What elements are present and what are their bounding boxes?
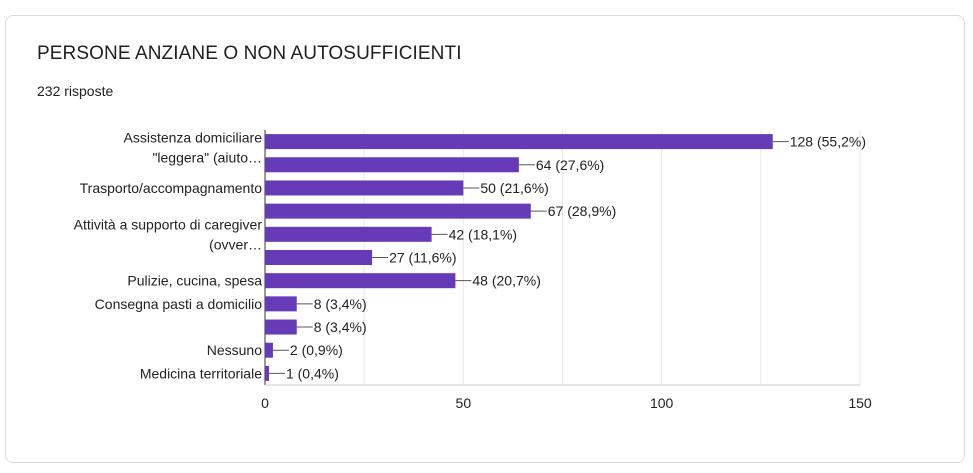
x-tick-label: 50 xyxy=(456,395,472,411)
data-label: 48 (20,7%) xyxy=(472,273,540,289)
bar[interactable] xyxy=(265,250,373,265)
bar[interactable] xyxy=(265,319,297,335)
category-label: Assistenza domiciliare xyxy=(124,130,263,146)
category-label: Nessuno xyxy=(207,342,262,358)
data-label: 27 (11,6%) xyxy=(389,250,456,266)
category-label: (ovver… xyxy=(209,236,262,252)
chart-card: PERSONE ANZIANE O NON AUTOSUFFICIENTI 23… xyxy=(5,15,965,463)
x-tick-label: 100 xyxy=(650,395,674,411)
data-label: 42 (18,1%) xyxy=(449,226,517,242)
data-label: 1 (0,4%) xyxy=(286,365,339,381)
bar[interactable] xyxy=(265,180,464,196)
data-label: 128 (55,2%) xyxy=(790,134,866,150)
bar[interactable] xyxy=(265,134,773,150)
bar[interactable] xyxy=(265,342,273,358)
bar[interactable] xyxy=(265,226,432,242)
category-label: Consegna pasti a domicilio xyxy=(95,296,263,312)
bar[interactable] xyxy=(265,157,519,173)
bar[interactable] xyxy=(265,296,297,312)
x-tick-label: 0 xyxy=(261,395,269,411)
data-label: 67 (28,9%) xyxy=(548,203,616,219)
response-count: 232 risposte xyxy=(37,83,114,99)
data-label: 64 (27,6%) xyxy=(536,157,604,173)
data-label: 8 (3,4%) xyxy=(314,296,367,312)
category-label: Medicina territoriale xyxy=(140,365,262,381)
data-label: 2 (0,9%) xyxy=(290,342,343,358)
category-label: Attività a supporto di caregiver xyxy=(74,216,263,232)
category-label: Pulizie, cucina, spesa xyxy=(127,273,262,289)
category-label: "leggera" (aiuto… xyxy=(152,150,262,166)
bar[interactable] xyxy=(265,273,456,289)
chart-title: PERSONE ANZIANE O NON AUTOSUFFICIENTI xyxy=(37,43,462,64)
data-label: 50 (21,6%) xyxy=(480,180,548,196)
bar[interactable] xyxy=(265,203,531,219)
bar[interactable] xyxy=(265,365,269,381)
x-tick-label: 150 xyxy=(848,395,872,411)
category-label: Trasporto/accompagnamento xyxy=(80,180,263,196)
data-label: 8 (3,4%) xyxy=(314,319,367,335)
